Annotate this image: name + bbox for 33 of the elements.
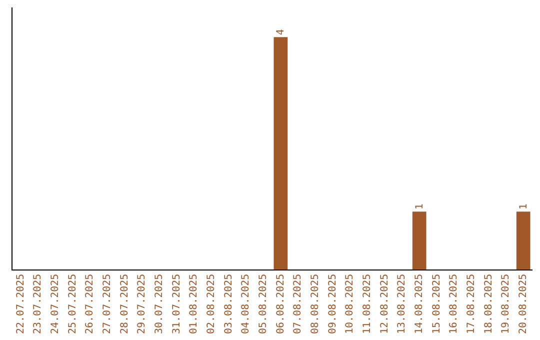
data-label: 1	[518, 204, 530, 210]
x-tick-label: 04.08.2025	[240, 274, 252, 334]
x-tick-label: 11.08.2025	[362, 274, 373, 334]
x-tick-label: 25.07.2025	[67, 274, 78, 334]
data-label: 4	[276, 29, 287, 36]
x-tick-label: 06.08.2025	[275, 274, 286, 334]
x-tick-label: 01.08.2025	[188, 274, 200, 334]
x-tick-label: 15.08.2025	[431, 274, 442, 334]
data-label: 1	[414, 204, 426, 210]
x-tick-label: 18.08.2025	[483, 274, 494, 334]
x-tick-label: 07.08.2025	[292, 274, 304, 334]
x-tick-label: 08.08.2025	[310, 274, 321, 334]
x-tick-label: 12.08.2025	[379, 274, 390, 334]
x-tick-label: 14.08.2025	[414, 274, 425, 334]
x-tick-label: 23.07.2025	[32, 274, 44, 334]
x-tick-label: 19.08.2025	[500, 274, 512, 334]
x-tick-label: 17.08.2025	[466, 274, 477, 334]
x-tick-label: 13.08.2025	[396, 274, 408, 334]
x-tick-label: 26.07.2025	[84, 274, 96, 334]
x-tick-label: 29.07.2025	[136, 274, 148, 334]
x-tick-label: 24.07.2025	[50, 274, 61, 334]
x-tick-label: 22.07.2025	[15, 274, 26, 334]
x-tick-label: 03.08.2025	[223, 274, 234, 334]
x-tick-label: 10.08.2025	[344, 274, 356, 334]
x-tick-label: 09.08.2025	[327, 274, 338, 334]
x-tick-label: 28.07.2025	[119, 274, 130, 334]
x-tick-label: 20.08.2025	[518, 274, 529, 334]
x-tick-label: 02.08.2025	[206, 274, 217, 334]
x-tick-label: 31.07.2025	[171, 274, 182, 334]
x-tick-label: 27.07.2025	[102, 274, 113, 334]
x-tick-label: 16.08.2025	[448, 274, 460, 334]
x-tick-label: 05.08.2025	[258, 274, 269, 334]
x-tick-label: 30.07.2025	[154, 274, 165, 334]
